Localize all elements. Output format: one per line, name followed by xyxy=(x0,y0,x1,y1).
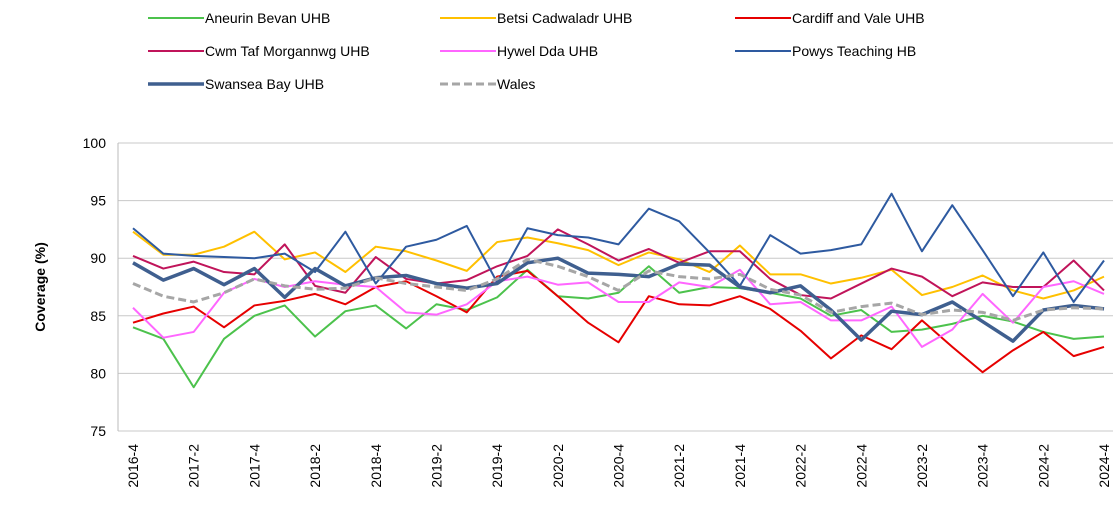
x-tick-label: 2021-4 xyxy=(732,444,748,488)
y-axis-label: Coverage (%) xyxy=(32,242,48,331)
legend-label: Cardiff and Vale UHB xyxy=(792,10,925,26)
series-line xyxy=(132,256,1105,343)
x-tick-label: 2024-4 xyxy=(1096,444,1112,488)
x-tick-label: 2021-2 xyxy=(671,444,687,488)
series-line xyxy=(132,265,1105,389)
y-tick-label: 75 xyxy=(90,423,106,439)
y-tick-label: 80 xyxy=(90,365,106,381)
x-tick-label: 2023-2 xyxy=(914,444,930,488)
legend-label: Wales xyxy=(497,76,535,92)
legend-label: Hywel Dda UHB xyxy=(497,43,598,59)
series-line xyxy=(132,269,1105,374)
series-line xyxy=(132,228,1105,300)
y-tick-label: 95 xyxy=(90,193,106,209)
series-line xyxy=(132,268,1105,348)
x-tick-label: 2023-4 xyxy=(975,444,991,488)
x-tick-label: 2019-2 xyxy=(428,444,444,488)
x-tick-label: 2020-4 xyxy=(611,444,627,488)
legend-label: Aneurin Bevan UHB xyxy=(205,10,330,26)
x-tick-label: 2022-4 xyxy=(853,444,869,488)
x-tick-label: 2017-2 xyxy=(186,444,202,488)
x-tick-label: 2020-2 xyxy=(550,444,566,488)
x-tick-label: 2019-4 xyxy=(489,444,505,488)
legend-label: Cwm Taf Morgannwg UHB xyxy=(205,43,370,59)
x-tick-label: 2022-2 xyxy=(793,444,809,488)
x-tick-label: 2018-4 xyxy=(368,444,384,488)
legend-label: Betsi Cadwaladr UHB xyxy=(497,10,632,26)
x-tick-label: 2018-2 xyxy=(307,444,323,488)
x-tick-label: 2024-2 xyxy=(1035,444,1051,488)
x-tick-label: 2017-4 xyxy=(246,444,262,488)
series-line xyxy=(132,257,1105,322)
series-line xyxy=(132,230,1105,300)
y-tick-label: 85 xyxy=(90,308,106,324)
y-tick-label: 100 xyxy=(83,135,107,151)
legend-label: Swansea Bay UHB xyxy=(205,76,324,92)
x-tick-label: 2016-4 xyxy=(125,444,141,488)
legend-label: Powys Teaching HB xyxy=(792,43,916,59)
series-line xyxy=(132,192,1105,303)
y-tick-label: 90 xyxy=(90,250,106,266)
